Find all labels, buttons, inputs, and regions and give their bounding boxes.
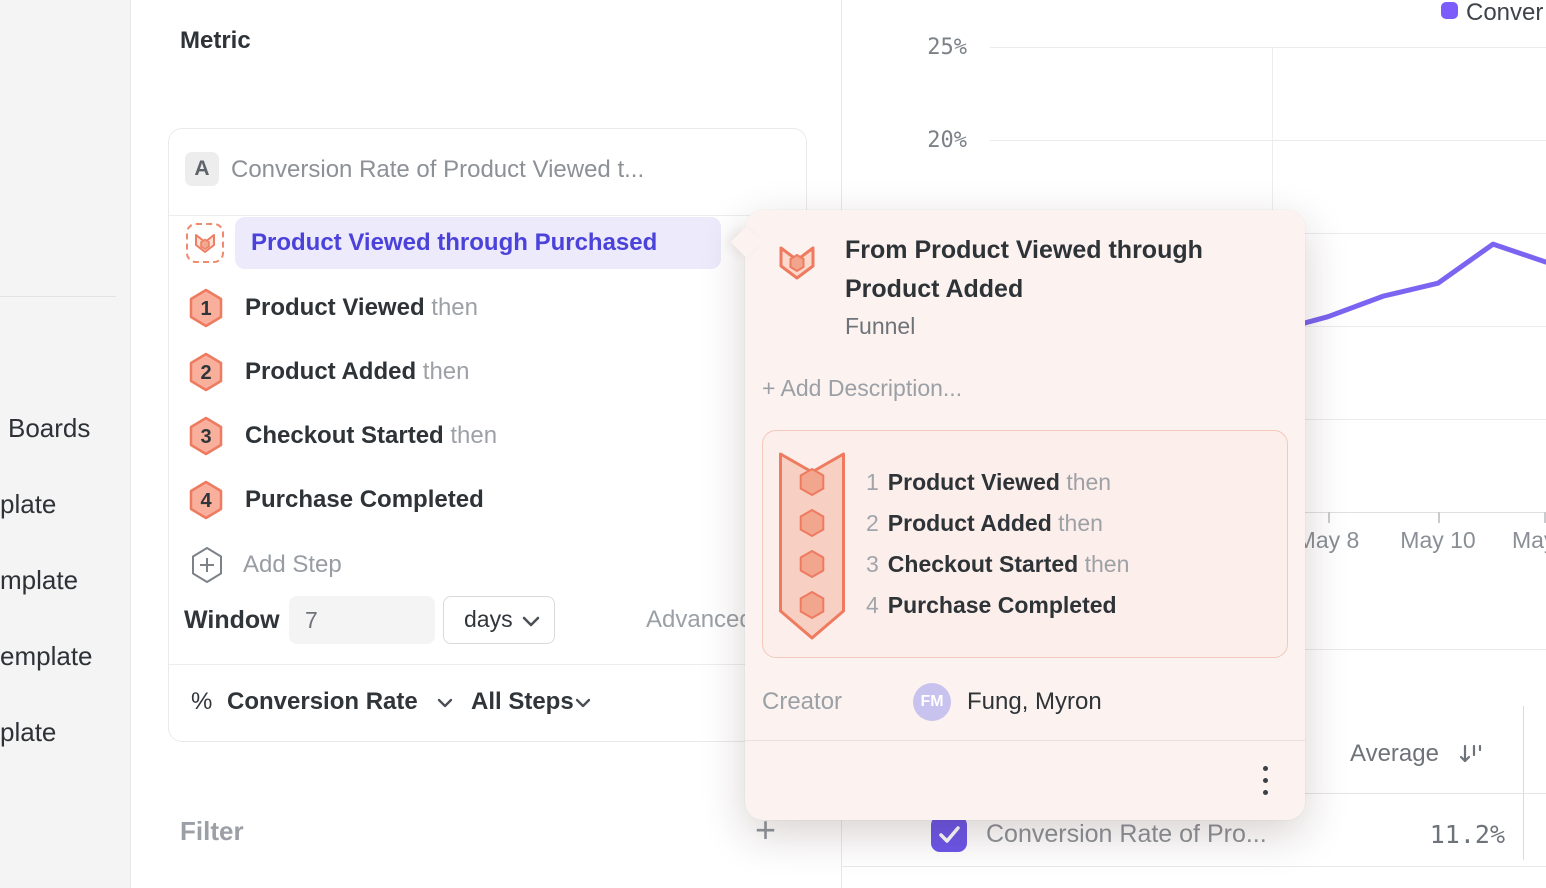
window-value-input[interactable] [289, 596, 435, 644]
step-1-hexagon-icon: 1 [189, 288, 223, 328]
add-step-button[interactable]: Add Step [189, 545, 489, 585]
popover-step-2: 2 Product Added then [866, 510, 1103, 536]
checkmark-icon [939, 826, 960, 843]
y-axis-tick-20: 20% [927, 128, 967, 153]
x-tick-may8 [1328, 512, 1330, 523]
step-2-hexagon-icon: 2 [189, 352, 223, 392]
funnel-metric-icon [186, 223, 224, 263]
percent-symbol: % [191, 688, 213, 715]
creator-label: Creator [762, 688, 843, 715]
gridline-20 [990, 139, 1546, 141]
svg-text:4: 4 [200, 490, 212, 512]
x-axis-label-may8: May 8 [1296, 527, 1360, 553]
sidebar-item-template-3[interactable]: emplate [0, 641, 93, 671]
sidebar-divider [0, 296, 116, 297]
step-3-suffix: then [450, 422, 498, 449]
funnel-step-row-1[interactable]: 1 Product Viewed then [188, 288, 788, 328]
creator-avatar: FM [913, 683, 951, 721]
series-name-field[interactable]: Conversion Rate of Product Viewed t... [231, 156, 645, 183]
x-axis-label-may10: May 10 [1400, 527, 1476, 553]
funnel-step-row-4[interactable]: 4 Purchase Completed [188, 480, 788, 520]
sidebar-item-template-4[interactable]: plate [0, 717, 57, 747]
advanced-link[interactable]: Advanced [646, 606, 753, 633]
selected-event-label: Product Viewed through Purchased [251, 229, 658, 256]
sidebar-item-template-1[interactable]: plate [0, 489, 57, 519]
funnel-banner-icon [779, 452, 845, 640]
popover-step-3: 3 Checkout Started then [866, 551, 1130, 577]
step-4-name: Purchase Completed [245, 486, 484, 513]
popover-step-1: 1 Product Viewed then [866, 469, 1112, 495]
series-visibility-checkbox[interactable] [931, 816, 967, 852]
sort-descending-icon [1459, 744, 1482, 763]
selected-event-pill[interactable]: Product Viewed through Purchased [235, 217, 721, 269]
svg-text:1: 1 [200, 298, 211, 320]
svg-text:3: 3 [200, 426, 211, 448]
svg-text:2: 2 [200, 362, 211, 384]
add-filter-button[interactable]: + [755, 809, 777, 850]
chevron-down-icon [522, 616, 540, 627]
table-row-underline [841, 866, 1546, 867]
chevron-down-icon[interactable] [575, 698, 591, 708]
table-header-average[interactable]: Average [1350, 740, 1482, 768]
funnel-icon [779, 246, 815, 280]
x-axis-label-may12: May [1512, 527, 1546, 553]
filter-section-title: Filter [180, 816, 244, 846]
step-3-hexagon-icon: 3 [189, 416, 223, 456]
x-tick-may12 [1544, 512, 1546, 523]
creator-name: Fung, Myron [967, 688, 1102, 715]
popover-title: From Product Viewed through Product Adde… [845, 236, 1203, 303]
card-divider-top [169, 215, 806, 216]
funnel-step-row-2[interactable]: 2 Product Added then [188, 352, 788, 392]
window-unit-select[interactable]: days [443, 596, 555, 644]
funnel-steps-summary: 1 Product Viewed then 2 Product Added then… [762, 430, 1288, 658]
popover-divider [745, 740, 1305, 741]
add-description-button[interactable]: + Add Description... [762, 375, 963, 401]
add-step-label: Add Step [243, 551, 342, 578]
metric-card: A Conversion Rate of Product Viewed t...… [168, 128, 807, 742]
x-tick-may10 [1438, 512, 1440, 523]
card-divider-bottom [169, 664, 806, 665]
step-1-suffix: then [431, 294, 478, 321]
chevron-down-icon[interactable] [437, 698, 453, 708]
gridline-25 [990, 46, 1546, 48]
sidebar-item-boards[interactable]: Boards [8, 413, 91, 443]
popover-step-4: 4 Purchase Completed [866, 592, 1117, 618]
step-1-name: Product Viewed [245, 294, 425, 321]
y-axis-tick-25: 25% [927, 35, 967, 60]
metric-section-title: Metric [180, 27, 251, 54]
popover-type-label: Funnel [845, 313, 916, 339]
step-2-name: Product Added [245, 358, 417, 385]
average-header-label: Average [1350, 740, 1439, 767]
more-options-kebab-menu[interactable] [1246, 758, 1286, 806]
measure-steps-dropdown[interactable]: All Steps [471, 688, 574, 715]
step-3-name: Checkout Started [245, 422, 444, 449]
measure-type-dropdown[interactable]: Conversion Rate [227, 688, 418, 715]
step-4-hexagon-icon: 4 [189, 480, 223, 520]
legend-item[interactable]: Conver [1466, 0, 1544, 26]
funnel-details-popover: From Product Viewed through Product Adde… [730, 210, 1305, 820]
window-label: Window [184, 606, 280, 634]
table-row-series-name[interactable]: Conversion Rate of Pro... [986, 820, 1267, 848]
table-row-average-value: 11.2% [1429, 820, 1505, 849]
window-unit-value: days [464, 606, 513, 632]
series-badge: A [185, 152, 219, 186]
add-step-hexagon-plus-icon [192, 547, 222, 583]
sidebar: Boards plate mplate emplate plate [0, 0, 131, 888]
table-column-divider [1523, 706, 1524, 860]
step-2-suffix: then [422, 358, 470, 385]
funnel-step-row-3[interactable]: 3 Checkout Started then [188, 416, 788, 456]
legend-swatch [1441, 2, 1458, 19]
sidebar-item-template-2[interactable]: mplate [0, 565, 79, 595]
